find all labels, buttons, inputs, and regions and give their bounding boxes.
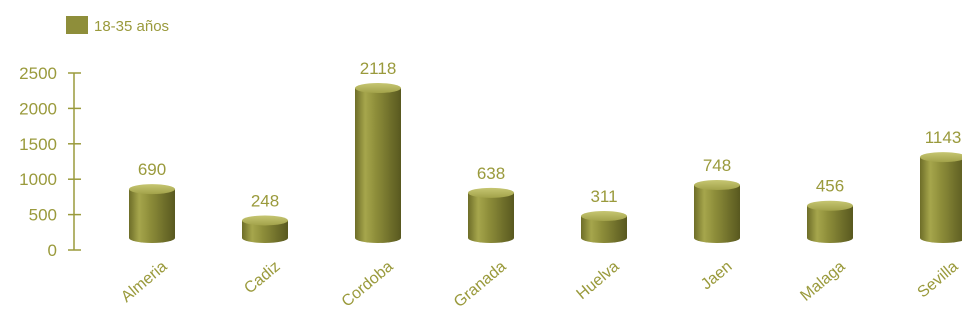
bar: 248 <box>242 191 288 243</box>
bar-body <box>807 205 853 243</box>
bar-body <box>581 215 627 243</box>
bar: 2118 <box>355 59 401 243</box>
data-label: 748 <box>703 156 731 175</box>
data-label: 2118 <box>360 59 397 78</box>
x-tick-label: Granada <box>451 258 510 311</box>
bar-body <box>355 88 401 243</box>
bar-top <box>468 187 514 198</box>
x-tick-label: Cadiz <box>241 258 283 297</box>
y-tick-label: 2500 <box>19 64 57 83</box>
y-axis: 0 500 1000 1500 2000 2500 <box>19 64 81 260</box>
y-tick-label: 0 <box>48 241 57 260</box>
bars: 690 248 2118 638 311 748 456 1143 <box>129 59 962 243</box>
bar: 311 <box>581 187 627 243</box>
bar-body <box>242 220 288 243</box>
y-tick-label: 500 <box>29 206 57 225</box>
bar-top <box>355 83 401 94</box>
data-label: 1143 <box>925 128 962 147</box>
bar: 456 <box>807 177 853 243</box>
bar-top <box>242 215 288 226</box>
bar-top <box>920 152 962 163</box>
bar-body <box>694 185 740 243</box>
bar-body <box>468 192 514 243</box>
x-tick-label: Huelva <box>573 258 622 303</box>
bar: 1143 <box>920 128 962 243</box>
data-label: 638 <box>477 164 505 183</box>
y-tick-label: 2000 <box>19 99 57 118</box>
legend: 18-35 años <box>66 16 169 35</box>
data-label: 311 <box>590 187 617 206</box>
bar-top <box>129 184 175 195</box>
bar-body <box>129 189 175 243</box>
bar: 690 <box>129 160 175 243</box>
bar-top <box>581 210 627 221</box>
data-label: 456 <box>816 177 844 196</box>
x-tick-label: Cordoba <box>339 258 397 311</box>
data-label: 248 <box>251 191 279 210</box>
legend-label: 18-35 años <box>94 18 169 35</box>
x-tick-label: Almeria <box>118 258 171 306</box>
bar-top <box>694 180 740 191</box>
y-tick-label: 1000 <box>19 170 57 189</box>
y-axis-ticks: 0 500 1000 1500 2000 2500 <box>19 64 81 260</box>
bar-top <box>807 200 853 211</box>
x-tick-label: Jaen <box>698 258 736 293</box>
bar: 638 <box>468 164 514 243</box>
bar-body <box>920 157 962 243</box>
y-tick-label: 1500 <box>19 135 57 154</box>
data-label: 690 <box>138 160 166 179</box>
x-tick-label: Malaga <box>797 258 848 305</box>
x-tick-label: Sevilla <box>915 258 962 301</box>
legend-swatch <box>66 16 88 34</box>
x-axis-labels: Almeria Cadiz Cordoba Granada Huelva Jaen Mala… <box>118 258 962 311</box>
bar: 748 <box>694 156 740 243</box>
